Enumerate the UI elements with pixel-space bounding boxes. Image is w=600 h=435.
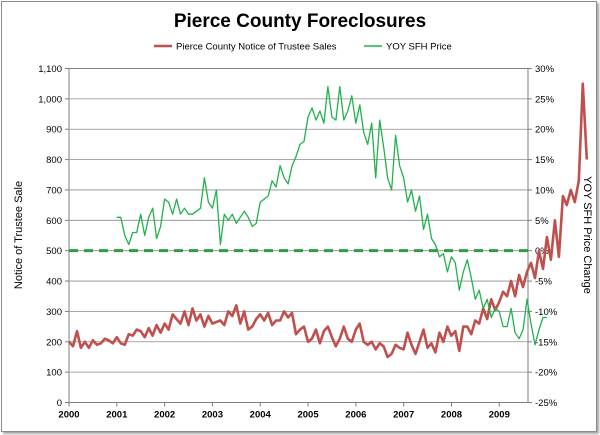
x-tick-label: 2001 xyxy=(106,410,128,421)
left-tick-label: 600 xyxy=(46,216,62,227)
right-tick-label: -15% xyxy=(535,337,558,348)
right-tick-label: -10% xyxy=(535,307,558,318)
left-tick-label: 1,100 xyxy=(38,64,62,75)
x-tick-label: 2002 xyxy=(154,410,175,421)
yoy-price-line xyxy=(116,86,547,346)
plot-area xyxy=(68,68,529,403)
left-tick-label: 700 xyxy=(46,185,62,196)
right-axis-label: YOY SFH Price Change xyxy=(581,176,593,294)
x-tick-label: 2005 xyxy=(297,410,319,421)
right-tick-label: 30% xyxy=(535,64,555,75)
x-axis-ticks: 2000 2001 2002 2003 2004 2005 2006 2007 2008 2009 xyxy=(58,402,510,421)
x-tick-label: 2006 xyxy=(345,410,366,421)
right-tick-label: 15% xyxy=(535,155,555,166)
legend-label-yoy-price: YOY SFH Price xyxy=(386,42,452,53)
left-tick-label: 900 xyxy=(46,125,62,136)
x-tick-label: 2007 xyxy=(393,410,414,421)
left-tick-label: 400 xyxy=(46,277,62,288)
left-tick-label: 0 xyxy=(57,398,62,409)
x-tick-label: 2008 xyxy=(441,410,462,421)
right-tick-label: 10% xyxy=(535,185,555,196)
left-tick-label: 800 xyxy=(46,155,62,166)
legend: Pierce County Notice of Trustee Sales YO… xyxy=(154,42,452,53)
right-tick-label: 25% xyxy=(535,94,555,105)
x-tick-label: 2003 xyxy=(202,410,223,421)
left-axis-ticks: 0 100 200 300 400 500 600 700 800 900 1,000 1,100 xyxy=(38,64,69,409)
right-tick-label: -25% xyxy=(535,398,558,409)
right-tick-label: -5% xyxy=(535,277,552,288)
left-tick-label: 200 xyxy=(46,337,62,348)
right-tick-label: 5% xyxy=(535,216,549,227)
right-tick-label: -20% xyxy=(535,368,558,379)
left-tick-label: 300 xyxy=(46,307,62,318)
chart-title: Pierce County Foreclosures xyxy=(174,11,426,32)
x-tick-label: 2000 xyxy=(58,410,79,421)
right-tick-label: 0% xyxy=(535,246,549,257)
left-axis-label: Notice of Trustee Sale xyxy=(13,181,25,289)
series-lines xyxy=(68,82,589,359)
left-tick-label: 500 xyxy=(46,246,62,257)
left-tick-label: 1,000 xyxy=(38,94,62,105)
x-tick-label: 2009 xyxy=(489,410,510,421)
right-tick-label: 20% xyxy=(535,125,555,136)
left-tick-label: 100 xyxy=(46,368,62,379)
x-tick-label: 2004 xyxy=(250,410,272,421)
legend-label-trustee-sales: Pierce County Notice of Trustee Sales xyxy=(176,42,337,53)
right-axis-ticks: -25% -20% -15% -10% -5% 0% 5% 10% 15% 20% 25% 30% xyxy=(528,64,558,409)
